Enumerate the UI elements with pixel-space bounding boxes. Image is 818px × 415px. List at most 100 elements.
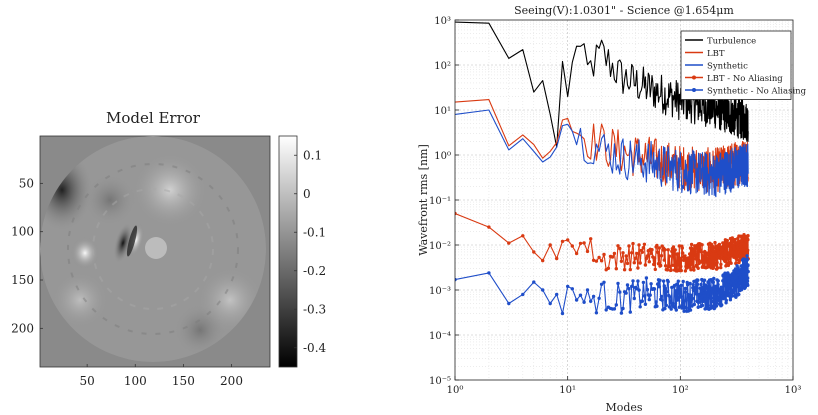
series-marker-3 [662, 258, 666, 262]
x-tick-label: 150 [172, 374, 195, 388]
series-marker-4 [589, 299, 593, 303]
series-marker-3 [614, 267, 618, 271]
series-marker-4 [688, 281, 692, 286]
series-marker-4 [632, 296, 636, 301]
series-marker-3 [632, 261, 636, 265]
series-marker-4 [614, 303, 618, 307]
heatmap-panel: Model Error 50 100 150 200 50 100 150 200 0.1 0 -… [11, 109, 326, 388]
series-marker-4 [714, 301, 719, 305]
series-marker-3 [619, 259, 624, 263]
series-line-2 [455, 109, 749, 198]
series-marker-4 [555, 292, 559, 297]
series-marker-3 [707, 255, 712, 259]
series-marker-3 [640, 250, 644, 254]
legend-label: LBT - No Aliasing [707, 74, 783, 84]
series-marker-4 [716, 279, 720, 283]
series-marker-4 [709, 296, 714, 300]
series-marker-3 [627, 244, 631, 248]
series-marker-4 [455, 277, 457, 282]
series-marker-4 [745, 254, 749, 258]
series-marker-3 [666, 248, 670, 252]
series-marker-3 [686, 259, 690, 263]
series-marker-4 [692, 302, 696, 307]
series-marker-4 [656, 282, 660, 286]
series-marker-3 [707, 250, 712, 254]
y-tick-label: 10⁻⁵ [429, 376, 451, 387]
y-tick-label: 200 [11, 321, 34, 335]
series-marker-3 [663, 248, 667, 252]
series-marker-3 [649, 251, 653, 255]
legend-label: LBT [707, 49, 725, 59]
series-marker-3 [706, 260, 710, 265]
series-marker-3 [729, 261, 733, 265]
series-marker-4 [746, 276, 750, 280]
series-marker-3 [659, 263, 663, 268]
series-marker-3 [631, 241, 635, 246]
series-marker-3 [696, 266, 700, 270]
heatmap-axes: 50 100 150 200 50 100 150 200 [11, 176, 243, 388]
series-marker-3 [570, 244, 574, 248]
series-marker-4 [644, 276, 649, 280]
series-marker-4 [727, 291, 731, 295]
series-marker-4 [674, 289, 678, 293]
series-marker-3 [671, 263, 675, 267]
legend: Turbulence LBT Synthetic LBT - No Aliasing S… [680, 30, 807, 100]
series-marker-3 [679, 264, 683, 269]
series-marker-3 [657, 246, 661, 250]
series-marker-4 [690, 296, 695, 301]
series-marker-3 [652, 256, 657, 260]
series-marker-3 [673, 248, 677, 252]
series-marker-4 [736, 266, 740, 270]
series-marker-4 [532, 280, 536, 284]
series-marker-3 [739, 242, 744, 246]
x-tick-label: 50 [80, 374, 95, 388]
series-marker-4 [702, 278, 707, 282]
series-marker-3 [676, 260, 680, 264]
series-marker-3 [599, 259, 604, 263]
series-marker-3 [487, 225, 491, 229]
series-marker-4 [737, 292, 741, 297]
series-marker-3 [455, 211, 457, 216]
series-marker-4 [618, 290, 622, 294]
series-marker-3 [645, 254, 650, 258]
series-marker-3 [665, 268, 670, 272]
series-marker-4 [602, 280, 606, 284]
series-marker-4 [694, 292, 698, 296]
series-marker-4 [669, 307, 673, 311]
series-marker-4 [645, 287, 650, 292]
series-marker-4 [570, 287, 574, 291]
series-marker-4 [675, 298, 679, 302]
series-marker-3 [602, 252, 606, 257]
series-marker-4 [487, 271, 491, 275]
series-marker-3 [732, 247, 736, 251]
series-marker-4 [734, 295, 738, 299]
series-marker-3 [689, 268, 693, 272]
x-tick-label: 10³ [785, 385, 802, 396]
series-marker-4 [705, 298, 709, 302]
series-marker-3 [507, 241, 511, 245]
series-marker-4 [719, 285, 723, 289]
series-marker-4 [638, 305, 642, 309]
series-marker-3 [677, 244, 681, 248]
series-marker-3 [606, 266, 611, 270]
series-marker-4 [722, 296, 726, 300]
series-marker-4 [660, 298, 664, 302]
series-marker-3 [656, 250, 660, 254]
y-tick-label: 100 [11, 225, 34, 239]
series-marker-3 [628, 267, 632, 272]
series-marker-3 [700, 243, 704, 247]
series-marker-3 [694, 257, 698, 261]
series-marker-4 [659, 294, 664, 299]
legend-label: Synthetic - No Aliasing [707, 87, 807, 97]
series-marker-4 [594, 311, 599, 315]
series-marker-3 [737, 258, 742, 263]
series-marker-4 [643, 302, 648, 306]
series-marker-4 [648, 293, 652, 297]
series-marker-3 [624, 254, 628, 258]
series-marker-4 [746, 269, 750, 274]
series-marker-3 [589, 237, 593, 241]
legend-marker [692, 88, 696, 92]
series-marker-4 [724, 298, 728, 303]
series-marker-4 [704, 290, 708, 294]
series-marker-3 [689, 242, 694, 247]
